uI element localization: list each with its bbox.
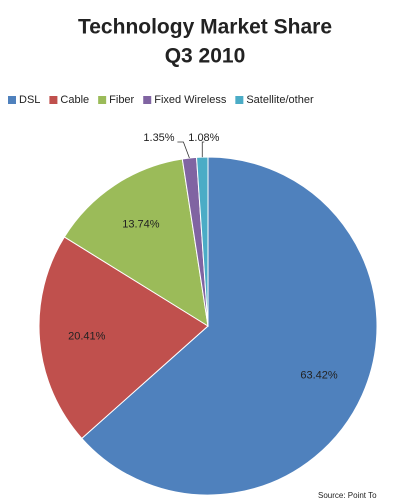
data-label: 1.35% [143, 132, 174, 144]
legend-swatch [8, 96, 16, 104]
legend-label: Cable [60, 94, 89, 106]
data-label: 63.42% [300, 370, 338, 382]
chart-title: Technology Market Share [78, 16, 332, 39]
legend-swatch [143, 96, 152, 104]
source-note: Source: Point To [318, 491, 377, 500]
pie-slice [81, 156, 378, 496]
data-label: 13.74% [122, 218, 160, 230]
legend-swatch [49, 96, 58, 104]
leader-line [177, 141, 190, 159]
legend-label: Fixed Wireless [154, 94, 227, 106]
pie-slice [63, 158, 209, 327]
legend-label: Satellite/other [246, 94, 314, 106]
legend-label: Fiber [109, 94, 134, 106]
chart-subtitle: Q3 2010 [165, 45, 246, 68]
pie-slice [38, 236, 209, 440]
legend-swatch [98, 96, 107, 104]
legend-label: DSL [19, 94, 40, 106]
legend-swatch [235, 96, 244, 104]
data-label: 20.41% [68, 330, 106, 342]
leader-line [201, 141, 205, 158]
data-label: 1.08% [188, 132, 219, 144]
pie-slice [196, 156, 209, 327]
